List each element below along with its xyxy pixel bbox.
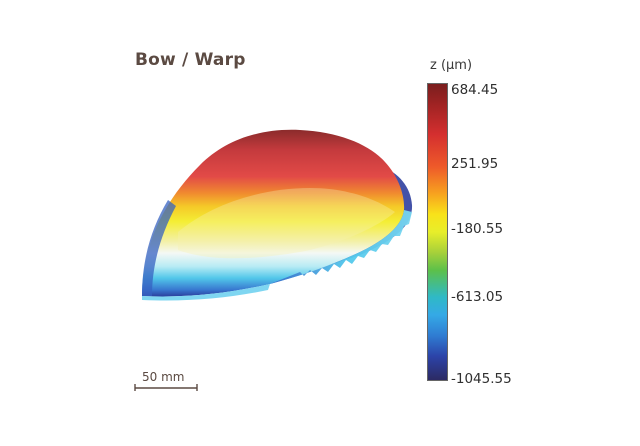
colorbar-tick-3: -180.55 (451, 221, 504, 237)
colorbar-tick-2: 251.95 (451, 156, 499, 172)
colorbar-tick-max: 684.45 (451, 82, 499, 98)
colorbar (427, 83, 448, 381)
surface-dome (142, 129, 405, 297)
scale-bar-label: 50 mm (142, 370, 185, 384)
surface-bottom-rim (142, 284, 270, 301)
colorbar-tick-min: -1045.55 (451, 371, 512, 387)
surface-left-rim (142, 200, 176, 296)
colorbar-tick-4: -613.05 (451, 289, 504, 305)
scale-bar (134, 384, 198, 391)
colorbar-label: z (µm) (430, 58, 473, 73)
surface-highlight-band (178, 188, 395, 259)
chart-title: Bow / Warp (135, 50, 246, 70)
